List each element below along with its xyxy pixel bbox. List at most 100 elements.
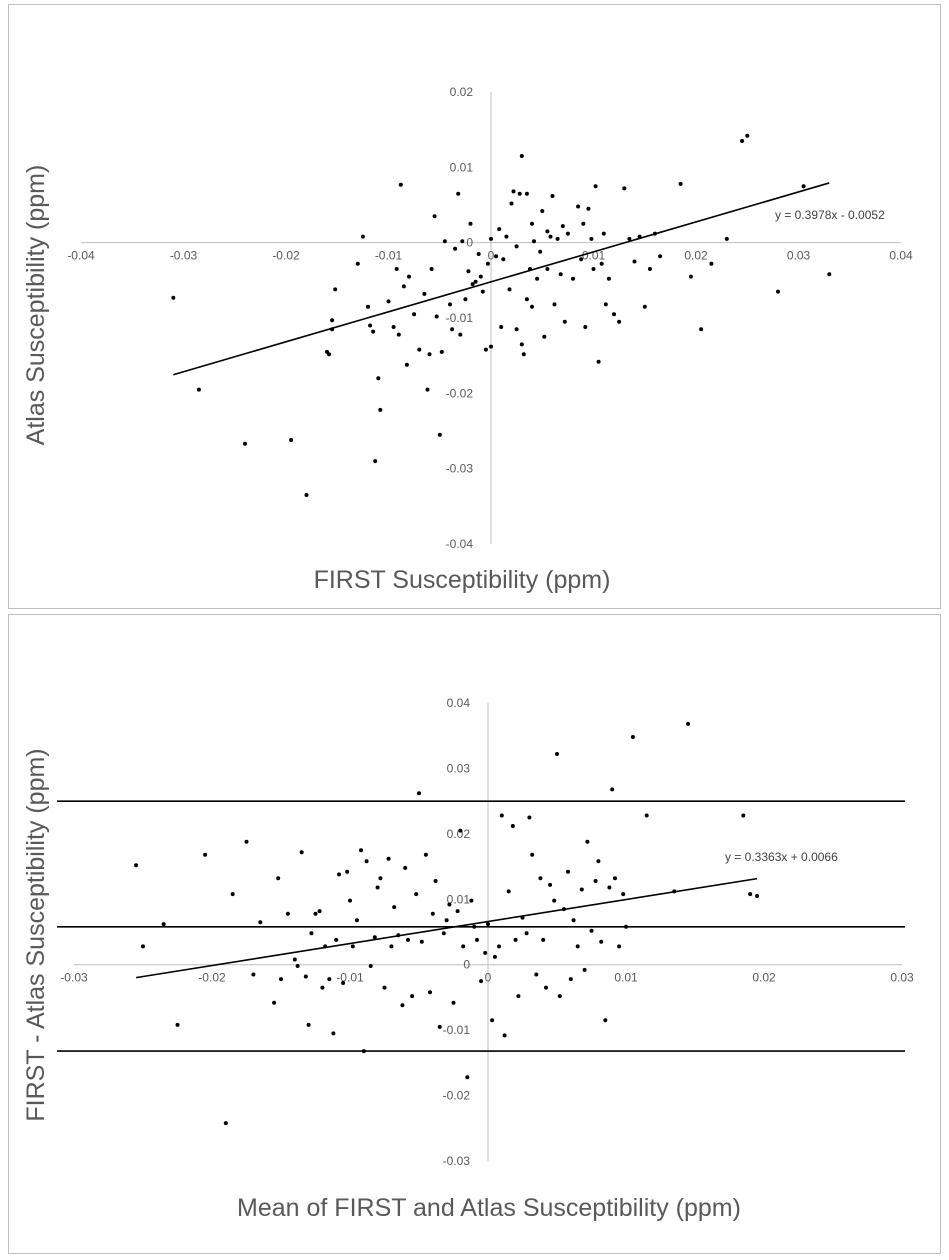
data-point [468, 221, 473, 226]
data-point [460, 239, 465, 244]
data-point [306, 1022, 311, 1027]
data-point [196, 387, 201, 392]
data-point [461, 944, 466, 949]
data-point [552, 302, 557, 307]
data-point [501, 257, 506, 262]
data-point [429, 267, 434, 271]
data-point [571, 276, 575, 281]
data-point [562, 319, 567, 324]
data-point [330, 318, 335, 323]
data-point [589, 236, 594, 241]
data-point [632, 259, 637, 264]
data-point [596, 859, 601, 864]
data-point [519, 342, 524, 347]
data-point [430, 911, 435, 916]
x-axis-title: FIRST Susceptibility (ppm) [314, 566, 611, 594]
chart-b: -0.03 -0.02 -0.01 0 0.01 0.02 0.03 0.04 0.03 0.02… [22, 696, 914, 1222]
data-point [400, 1003, 405, 1008]
data-point [391, 325, 396, 329]
data-point [366, 304, 370, 309]
data-point [453, 246, 458, 251]
data-point [485, 261, 490, 266]
x-tick-label: -0.02 [272, 249, 300, 263]
data-point [540, 209, 545, 213]
data-point [382, 985, 387, 990]
data-point [373, 459, 378, 464]
data-point [607, 885, 612, 890]
data-point [627, 236, 632, 241]
data-point [414, 892, 419, 897]
x-tick-label: 0.03 [890, 971, 914, 985]
data-point [490, 1018, 495, 1023]
data-point [575, 944, 580, 949]
y-tick-label: 0.01 [450, 160, 474, 174]
data-point [745, 133, 750, 138]
data-point [333, 287, 338, 292]
data-point [354, 918, 359, 923]
data-point [473, 279, 478, 284]
data-point [483, 347, 488, 352]
data-point [555, 236, 560, 241]
data-point [141, 944, 145, 949]
data-point [610, 787, 615, 792]
x-tick-label: 0.03 [787, 249, 811, 263]
data-point [341, 981, 346, 985]
data-point [530, 221, 534, 226]
data-point [475, 937, 479, 942]
data-point [360, 234, 365, 239]
data-point [243, 441, 247, 446]
chart-a: -0.04 -0.03 -0.02 -0.01 0 0.01 0.02 0.03 0.04 0.0… [22, 85, 913, 594]
data-point [410, 994, 415, 999]
x-tick-label: -0.01 [375, 249, 403, 263]
data-point [458, 332, 463, 337]
data-point [317, 909, 322, 914]
data-point [545, 229, 550, 234]
data-point [524, 191, 529, 196]
data-point [444, 918, 449, 923]
data-point [499, 813, 504, 818]
data-point [603, 302, 608, 307]
y-tick-label: 0.03 [447, 761, 471, 775]
x-tick-label: -0.02 [198, 971, 226, 985]
data-point [548, 234, 553, 239]
data-point [258, 920, 263, 925]
data-point [514, 327, 519, 332]
data-point [530, 852, 535, 857]
x-tick-label: 0 [488, 249, 495, 263]
data-point [423, 852, 428, 857]
data-point [472, 924, 477, 929]
data-point [434, 314, 439, 319]
data-point [295, 964, 300, 968]
x-tick-label: -0.04 [67, 249, 95, 263]
data-point [451, 1000, 456, 1005]
y-tick-label: -0.03 [443, 1154, 471, 1168]
data-point [497, 944, 501, 949]
trendline [135, 877, 758, 979]
trendline-equation: y = 0.3363x + 0.0066 [725, 850, 838, 864]
data-point [401, 284, 406, 289]
data-point [593, 879, 598, 883]
data-point [470, 282, 475, 287]
data-point [581, 221, 586, 226]
data-point [458, 828, 463, 833]
data-point [327, 977, 332, 982]
data-point [509, 201, 514, 206]
data-point [497, 227, 502, 232]
data-point [544, 985, 548, 990]
data-point [368, 323, 373, 328]
data-point [530, 304, 534, 309]
data-point [404, 362, 409, 367]
x-tick-label: 0.01 [614, 971, 638, 985]
data-point [230, 892, 235, 897]
data-point [450, 327, 455, 332]
data-point [372, 935, 377, 940]
data-point [244, 839, 249, 844]
data-point [557, 994, 562, 999]
data-point [548, 882, 553, 887]
data-point [289, 438, 294, 442]
y-tick-label: 0 [463, 958, 470, 972]
data-point [442, 239, 447, 244]
data-point [599, 939, 604, 944]
data-point [506, 889, 511, 894]
data-point [542, 334, 547, 339]
